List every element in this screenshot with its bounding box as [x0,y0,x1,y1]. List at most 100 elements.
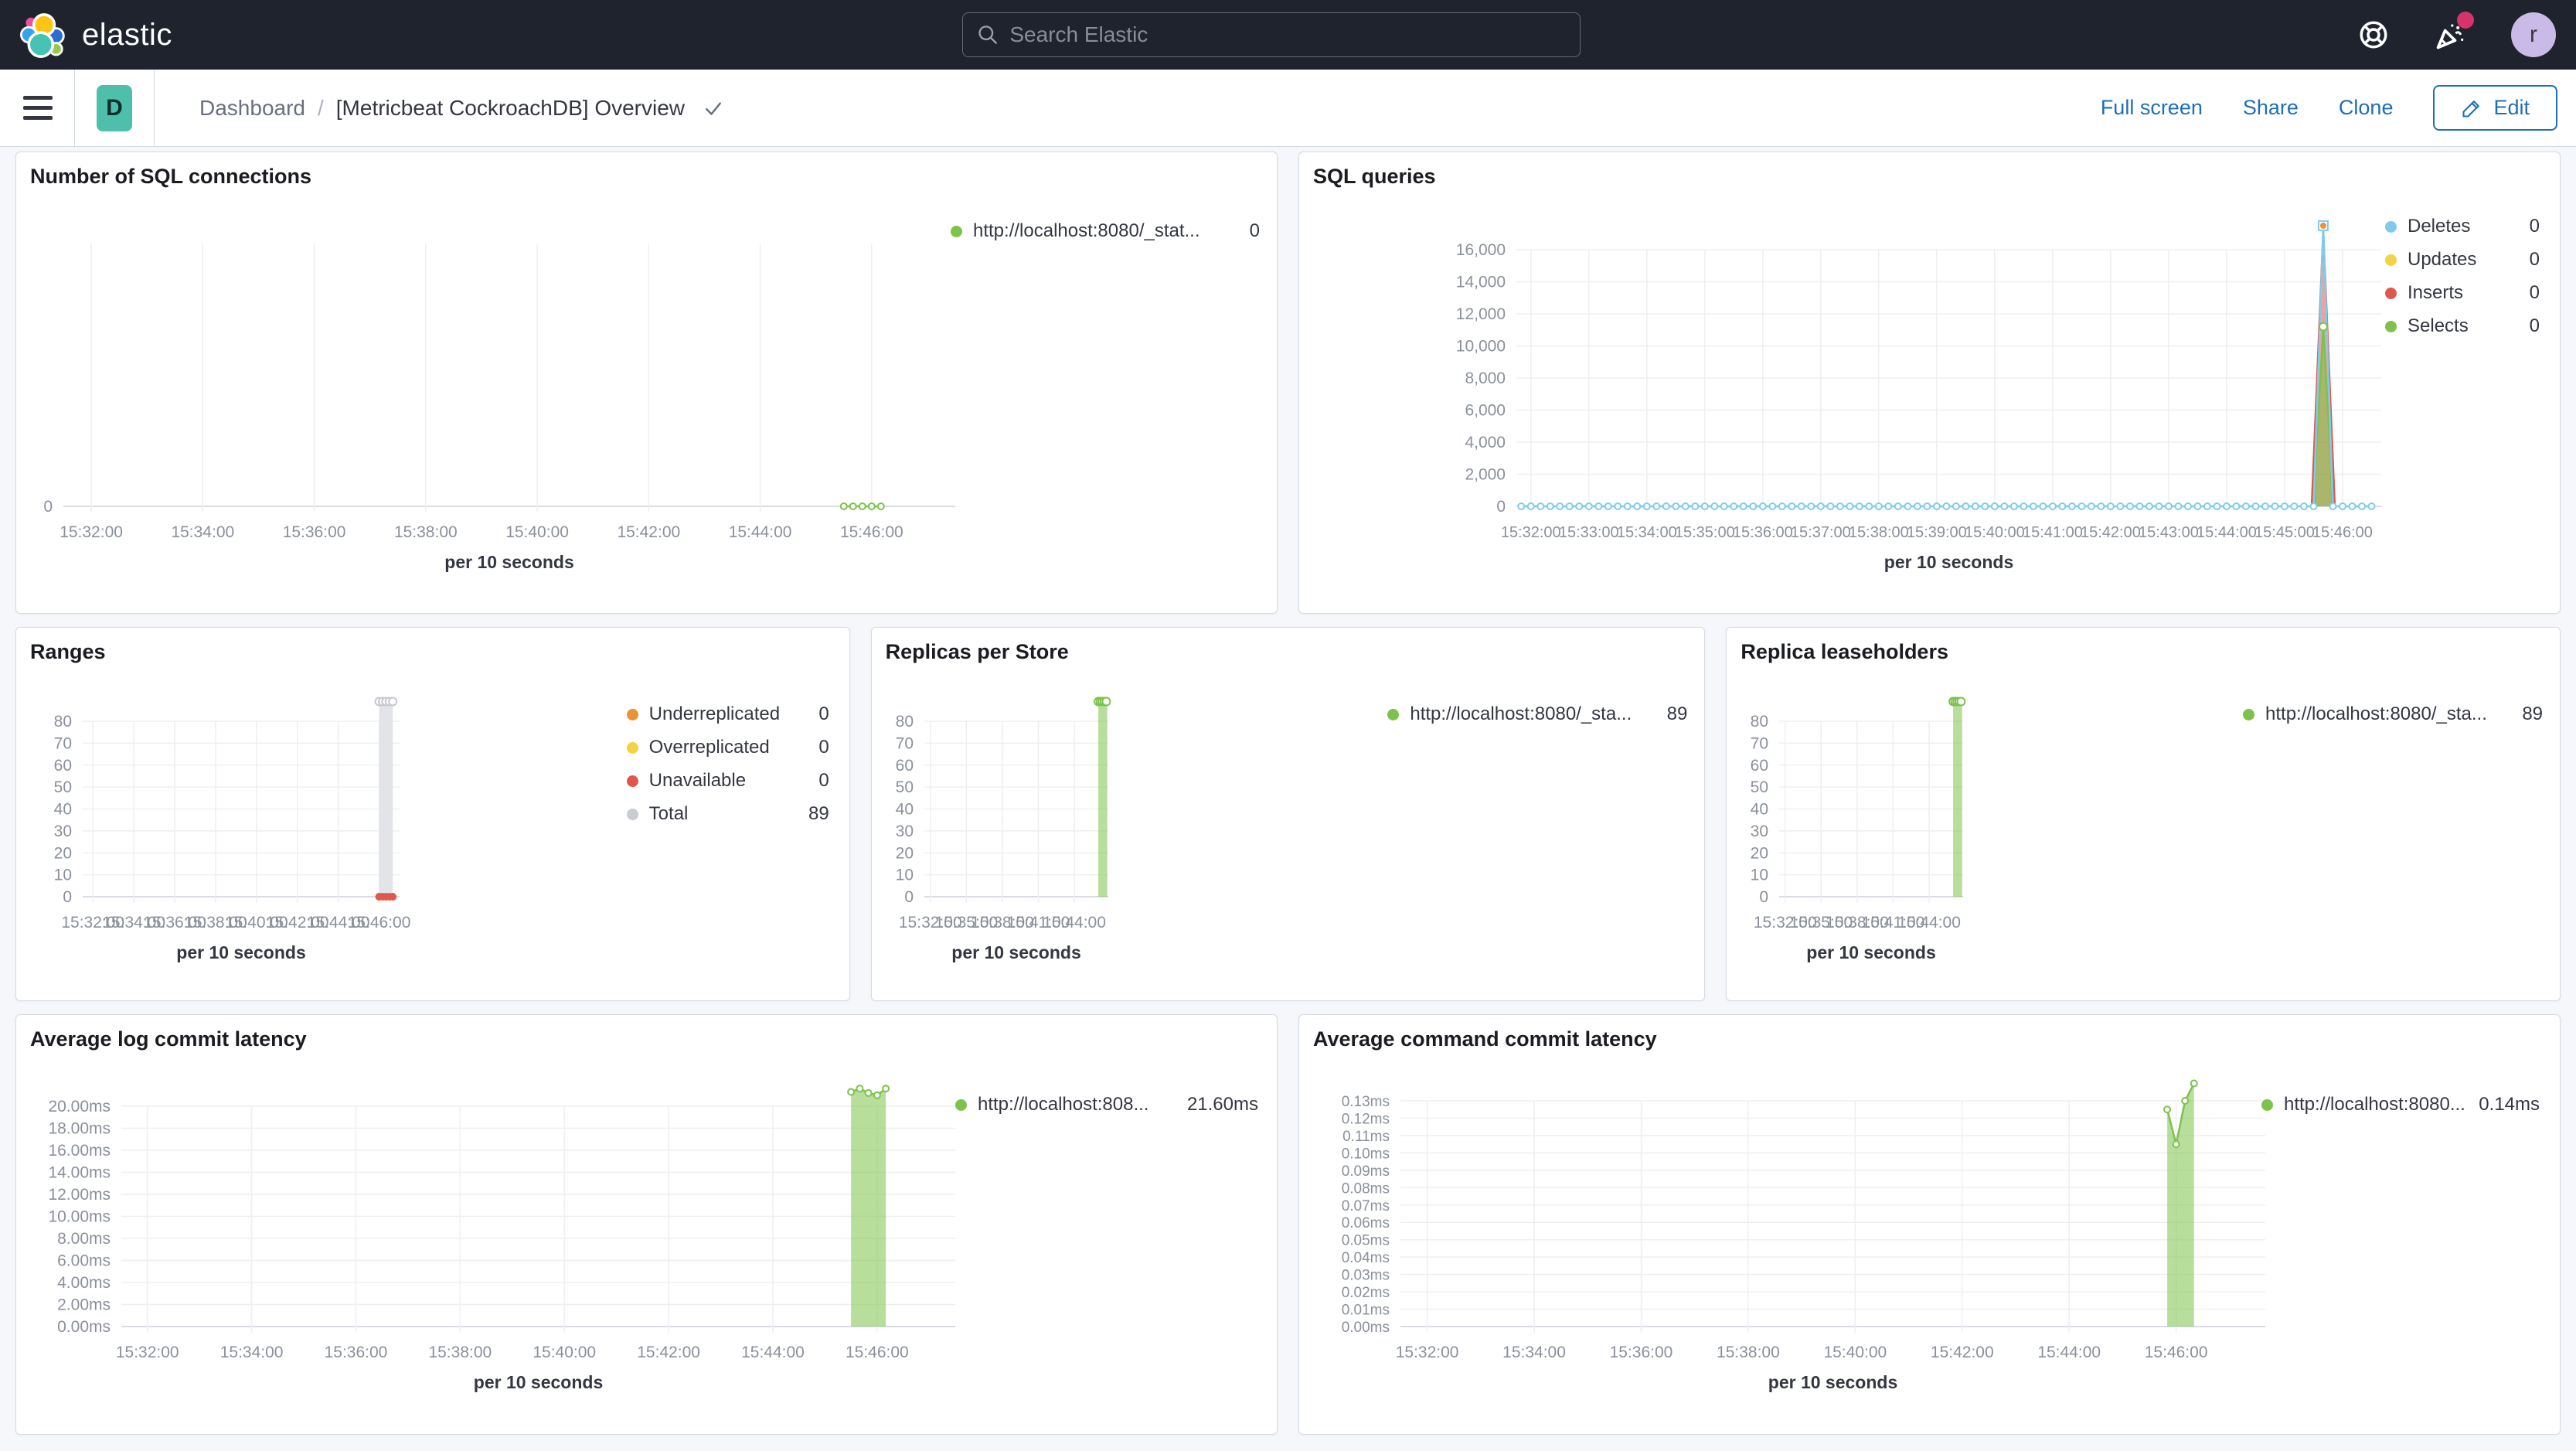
panel-title: Replicas per Store [885,640,1069,663]
svg-text:8.00ms: 8.00ms [57,1230,111,1248]
legend-item[interactable]: Total 89 [626,803,829,825]
chart-legend: http://localhost:8080/_stat... 0 [951,220,1260,242]
legend-item[interactable]: http://localhost:8080... 0.14ms [2261,1094,2540,1115]
svg-text:50: 50 [895,778,913,796]
legend-item[interactable]: Inserts 0 [2385,282,2540,304]
legend-item[interactable]: http://localhost:8080/_stat... 0 [951,220,1260,242]
svg-text:15:46:00: 15:46:00 [846,1344,909,1361]
svg-text:15:44:00: 15:44:00 [729,523,792,541]
elastic-logo[interactable]: elastic [0,11,172,59]
svg-text:15:38:00: 15:38:00 [1826,914,1889,932]
svg-text:16,000: 16,000 [1456,241,1506,259]
svg-text:2.00ms: 2.00ms [57,1296,111,1314]
panel-title: Number of SQL connections [30,165,312,188]
svg-text:15:44:00: 15:44:00 [1897,914,1961,932]
legend-series-label: Selects [2408,315,2469,336]
svg-text:15:34:00: 15:34:00 [102,914,165,932]
news-feed-icon[interactable] [2434,12,2474,52]
dashboard-grid: Number of SQL connections 0 15:32:00 15:34… [0,147,2576,1435]
svg-text:10.00ms: 10.00ms [48,1208,111,1226]
svg-text:12,000: 12,000 [1456,305,1506,323]
svg-text:0.00ms: 0.00ms [57,1318,111,1336]
svg-text:0: 0 [904,888,914,906]
svg-text:15:38:00: 15:38:00 [971,914,1034,932]
legend-series-value: 89 [1666,703,1688,724]
menu-icon[interactable] [23,96,53,120]
legend-item[interactable]: http://localhost:808... 21.60ms [955,1094,1258,1115]
app-header: elastic [0,0,2576,70]
svg-text:0: 0 [43,498,53,516]
global-search[interactable] [962,12,1581,57]
svg-text:15:43:00: 15:43:00 [2139,524,2199,541]
legend-series-dot [2243,708,2255,720]
svg-text:16.00ms: 16.00ms [48,1142,111,1160]
svg-text:40: 40 [1751,801,1768,819]
clone-button[interactable]: Clone [2338,96,2394,119]
svg-text:70: 70 [1751,734,1768,752]
legend-item[interactable]: Overreplicated 0 [626,737,829,758]
svg-text:15:35:00: 15:35:00 [1790,914,1853,932]
full-screen-button[interactable]: Full screen [2100,96,2203,119]
panel-replica-leaseholders: Replica leaseholders 0 10 20 30 40 50 60 70 80 15… [1726,627,2561,1001]
legend-item[interactable]: Underreplicated 0 [626,703,829,725]
chart-avg-log-commit-latency: 0.00ms 2.00ms 4.00ms 6.00ms 8.00ms 10.00ms 12.… [29,1060,1264,1428]
svg-text:12.00ms: 12.00ms [48,1186,111,1204]
svg-text:0: 0 [1496,498,1506,516]
chart-sql-connections: 0 15:32:00 15:34:00 15:36:00 15:38:00 15:40:0… [29,197,1264,607]
legend-item[interactable]: Updates 0 [2385,249,2540,271]
legend-series-dot [626,741,638,754]
dashboard-badge[interactable]: D [97,84,132,131]
svg-text:6.00ms: 6.00ms [57,1252,111,1270]
legend-series-label: http://localhost:8080/_stat... [973,220,1200,241]
legend-series-dot [626,775,638,787]
legend-series-label: Unavailable [648,770,747,791]
svg-text:0.11ms: 0.11ms [1342,1129,1390,1145]
chart-replicas-per-store: 0 10 20 30 40 50 60 70 80 15:32:00 15:35:00 15:38:0… [884,673,1693,994]
svg-text:0.07ms: 0.07ms [1342,1198,1390,1214]
breadcrumb-dashboard[interactable]: Dashboard [199,95,305,120]
user-avatar[interactable]: r [2511,12,2556,57]
svg-text:0.03ms: 0.03ms [1342,1268,1390,1284]
svg-text:0.08ms: 0.08ms [1342,1180,1390,1197]
saved-check-icon[interactable] [702,97,725,120]
svg-text:20: 20 [895,844,913,862]
search-input[interactable] [1009,22,1566,47]
svg-text:80: 80 [1751,713,1768,731]
svg-text:0.10ms: 0.10ms [1342,1146,1390,1162]
svg-text:80: 80 [54,713,72,731]
legend-item[interactable]: Selects 0 [2385,315,2540,337]
svg-text:30: 30 [54,823,72,840]
svg-text:0: 0 [1760,888,1769,906]
legend-item[interactable]: http://localhost:8080/_sta... 89 [2243,703,2543,725]
svg-text:15:46:00: 15:46:00 [840,523,903,541]
legend-item[interactable]: Unavailable 0 [626,770,829,792]
svg-text:50: 50 [54,778,72,796]
panel-title: Replica leaseholders [1741,640,1948,663]
svg-text:10: 10 [895,867,913,884]
edit-button[interactable]: Edit [2433,85,2557,131]
legend-series-dot [951,225,962,237]
svg-text:15:46:00: 15:46:00 [2145,1344,2208,1361]
panel-title: SQL queries [1313,165,1436,188]
svg-text:15:42:00: 15:42:00 [1931,1344,1994,1361]
svg-text:60: 60 [895,757,913,775]
legend-item[interactable]: http://localhost:8080/_sta... 89 [1387,703,1687,725]
svg-text:8,000: 8,000 [1465,370,1506,387]
svg-text:15:38:00: 15:38:00 [394,523,458,541]
svg-text:60: 60 [1751,757,1768,775]
svg-text:10: 10 [1751,867,1768,884]
legend-series-label: http://localhost:8080/_sta... [2265,703,2487,724]
svg-text:15:36:00: 15:36:00 [325,1344,388,1361]
share-button[interactable]: Share [2242,96,2299,119]
legend-series-dot [2385,220,2397,233]
legend-item[interactable]: Deletes 0 [2385,216,2540,237]
help-icon[interactable] [2357,18,2391,52]
legend-series-value: 0.14ms [2479,1094,2540,1115]
divider [74,69,75,147]
svg-text:0.02ms: 0.02ms [1342,1285,1390,1301]
svg-text:14,000: 14,000 [1456,274,1506,291]
svg-text:30: 30 [895,823,913,840]
svg-text:50: 50 [1751,778,1768,796]
svg-text:60: 60 [54,757,72,775]
legend-series-label: Deletes [2408,216,2471,237]
